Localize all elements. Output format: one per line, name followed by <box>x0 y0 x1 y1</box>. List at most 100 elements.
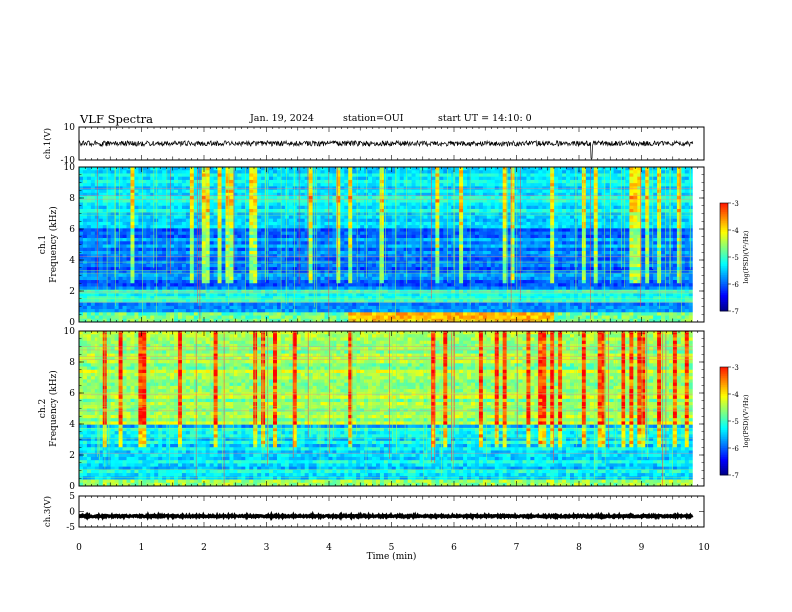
spectrogram-cell <box>305 261 309 265</box>
spectrogram-cell <box>226 245 230 249</box>
spectrogram-cell <box>138 199 142 203</box>
spectrogram-cell <box>218 232 222 236</box>
spectrogram-cell <box>249 170 253 174</box>
spectrogram-cell <box>87 309 91 313</box>
spectrogram-cell <box>281 248 285 252</box>
spectrogram-cell <box>174 296 178 300</box>
spectrogram-cell <box>273 248 277 252</box>
spectrogram-cell <box>214 283 218 287</box>
spectrogram-cell <box>206 206 210 210</box>
spectrogram-cell <box>91 190 95 194</box>
spectrogram-cell <box>146 199 150 203</box>
spectrogram-cell <box>241 193 245 197</box>
spectrogram-cell <box>127 257 131 261</box>
spectrogram-cell <box>289 225 293 229</box>
spectrogram-cell <box>186 219 190 223</box>
spectrogram-cell <box>83 177 87 181</box>
spectrogram-cell <box>285 177 289 181</box>
spectrogram-cell <box>95 290 99 294</box>
spectrogram-cell <box>115 180 119 184</box>
spectrogram-cell <box>285 293 289 297</box>
spectrogram-cell <box>174 228 178 232</box>
spectrogram-cell <box>229 277 233 281</box>
spectrogram-cell <box>289 219 293 223</box>
spectrogram-cell <box>182 225 186 229</box>
spectrogram-cell <box>146 296 150 300</box>
spectrogram-cell <box>130 254 134 258</box>
spectrogram-cell <box>229 170 233 174</box>
spectrogram-cell <box>178 248 182 252</box>
spectrogram-cell <box>134 254 138 258</box>
spectrogram-cell <box>249 225 253 229</box>
spectrogram-cell <box>226 183 230 187</box>
spectrogram-cell <box>305 219 309 223</box>
spectrogram-cell <box>297 286 301 290</box>
spectrogram-cell <box>257 173 261 177</box>
spectrogram-cell <box>150 303 154 307</box>
spectrogram-cell <box>134 270 138 274</box>
spectrogram-cell <box>281 238 285 242</box>
spectrogram-cell <box>218 293 222 297</box>
spectrogram-cell <box>190 170 194 174</box>
spectrogram-cell <box>127 177 131 181</box>
spectrogram-cell <box>87 293 91 297</box>
spectrogram-cell <box>305 235 309 239</box>
spectrogram-cell <box>305 303 309 307</box>
spectrogram-cell <box>158 193 162 197</box>
spectrogram-cell <box>245 257 249 261</box>
spectrogram-cell <box>91 225 95 229</box>
spectrogram-cell <box>130 274 134 278</box>
spectrogram-cell <box>253 296 257 300</box>
spectrogram-cell <box>305 209 309 213</box>
spectrogram-cell <box>111 312 115 316</box>
spectrogram-cell <box>210 203 214 207</box>
spectrogram-cell <box>150 296 154 300</box>
spectrogram-cell <box>111 219 115 223</box>
spectrogram-cell <box>115 167 119 171</box>
spectrogram-cell <box>253 264 257 268</box>
spectrogram-cell <box>123 193 127 197</box>
spectrogram-cell <box>178 203 182 207</box>
spectrogram-cell <box>269 303 273 307</box>
spectrogram-cell <box>134 209 138 213</box>
spectrogram-cell <box>178 215 182 219</box>
spectrogram-cell <box>229 219 233 223</box>
spectrogram-cell <box>146 274 150 278</box>
spectrogram-cell <box>297 299 301 303</box>
spectrogram-cell <box>123 225 127 229</box>
spectrogram-cell <box>309 193 313 197</box>
spectrogram-cell <box>222 293 226 297</box>
spectrogram-cell <box>158 312 162 316</box>
spectrogram-cell <box>162 170 166 174</box>
spectrogram-cell <box>174 299 178 303</box>
spectrogram-cell <box>99 183 103 187</box>
spectrogram-cell <box>226 309 230 313</box>
spectrogram-cell <box>99 241 103 245</box>
spectrogram-cell <box>277 219 281 223</box>
spectrogram-cell <box>218 254 222 258</box>
spectrogram-cell <box>289 316 293 320</box>
spectrogram-cell <box>281 170 285 174</box>
spectrogram-cell <box>269 238 273 242</box>
spectrogram-cell <box>218 193 222 197</box>
spectrogram-cell <box>91 299 95 303</box>
spectrogram-cell <box>79 215 83 219</box>
spectrogram-cell <box>115 219 119 223</box>
spectrogram-cell <box>301 270 305 274</box>
spectrogram-cell <box>178 293 182 297</box>
spectrogram-cell <box>138 257 142 261</box>
spectrogram-cell <box>79 209 83 213</box>
spectrogram-cell <box>174 248 178 252</box>
spectrogram-cell <box>158 290 162 294</box>
spectrogram-cell <box>249 280 253 284</box>
spectrogram-cell <box>190 183 194 187</box>
spectrogram-cell <box>87 173 91 177</box>
spectrogram-cell <box>142 293 146 297</box>
spectrogram-cell <box>273 199 277 203</box>
spectrogram-cell <box>293 215 297 219</box>
spectrogram-cell <box>226 170 230 174</box>
spectrogram-cell <box>305 270 309 274</box>
spectrogram-cell <box>245 264 249 268</box>
spectrogram-cell <box>281 241 285 245</box>
spectrogram-cell <box>285 228 289 232</box>
